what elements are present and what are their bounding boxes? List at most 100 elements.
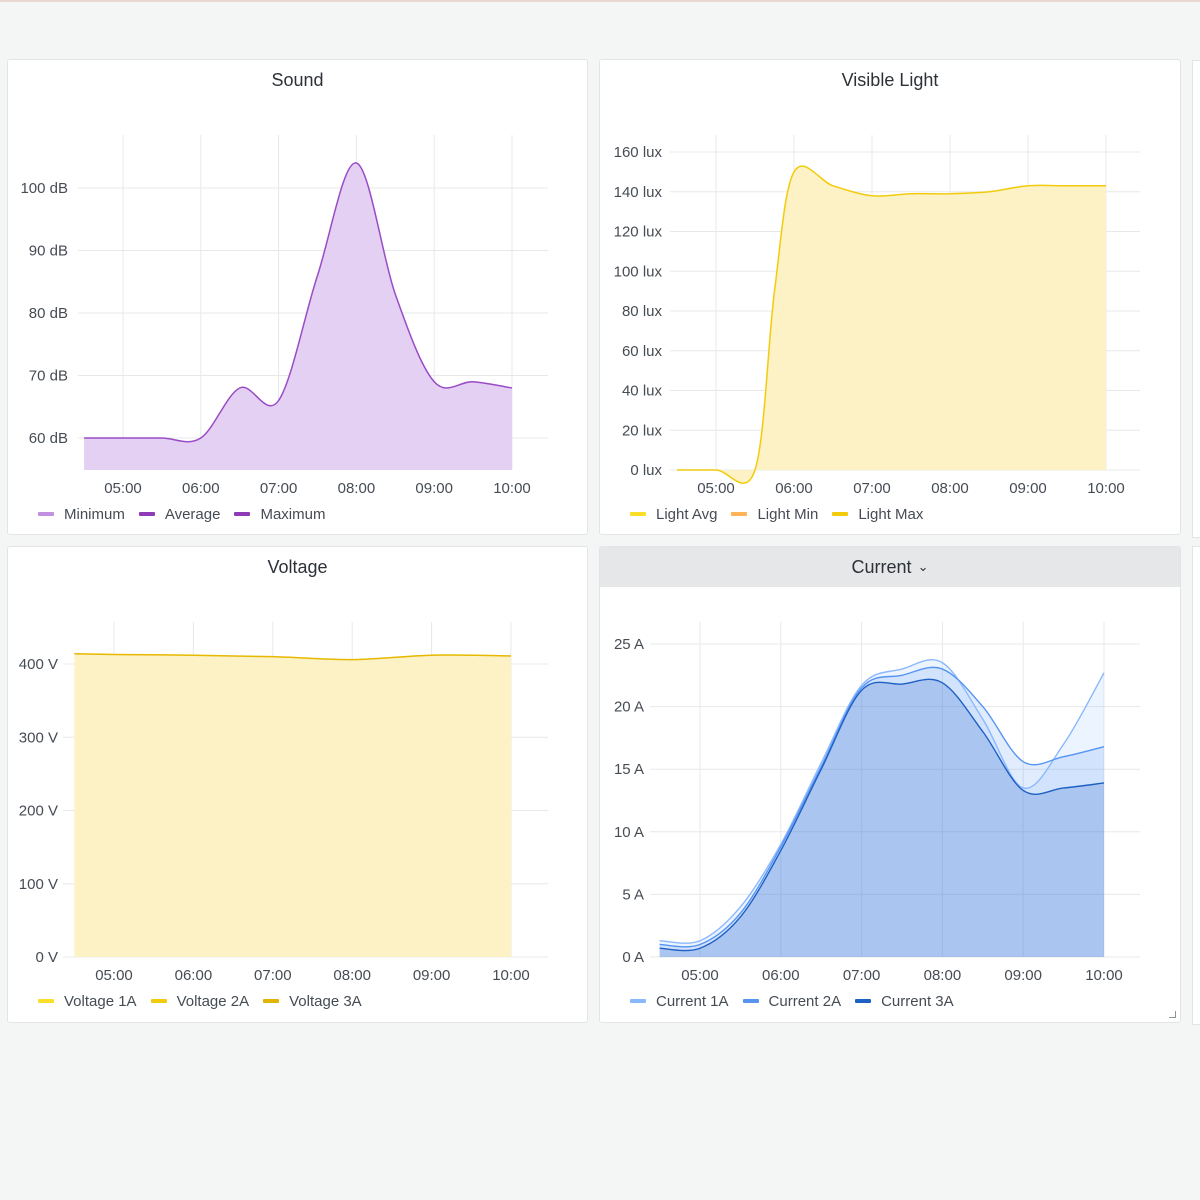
panel-title[interactable]: Sound — [271, 69, 324, 90]
series-area — [74, 653, 512, 957]
x-tick-label: 09:00 — [1009, 480, 1047, 497]
panel-header[interactable]: Sound — [8, 60, 587, 100]
series-area — [659, 659, 1104, 957]
legend-swatch — [38, 999, 54, 1003]
series-line — [659, 678, 1105, 952]
x-tick-label: 09:00 — [415, 480, 453, 497]
y-tick-label: 200 V — [19, 803, 58, 820]
series-line — [677, 165, 1106, 484]
panel-sound[interactable]: Sound 60 dB 70 dB 80 dB 90 dB 100 dB 05:00 06:… — [7, 59, 588, 535]
legend: Minimum Average Maximum — [38, 504, 339, 524]
legend: Light Avg Light Min Light Max — [630, 504, 937, 524]
x-tick-label: 05:00 — [681, 967, 719, 984]
series-line — [84, 162, 513, 443]
x-tick-label: 06:00 — [182, 480, 220, 497]
legend-label: Light Avg — [656, 505, 718, 523]
legend-swatch — [263, 999, 280, 1003]
y-tick-label: 5 A — [622, 886, 644, 903]
y-tick-label: 60 dB — [29, 430, 68, 447]
legend-item-voltage-1a[interactable]: Voltage 1A — [38, 993, 137, 1010]
x-tick-label: 07:00 — [260, 480, 298, 497]
legend-label: Light Min — [757, 505, 819, 523]
y-tick-label: 80 dB — [29, 305, 68, 322]
legend-label: Minimum — [64, 505, 125, 523]
y-tick-label: 100 lux — [614, 263, 663, 280]
legend-swatch — [138, 512, 155, 516]
x-tick-label: 05:00 — [697, 480, 735, 497]
legend-item-light-max[interactable]: Light Max — [832, 506, 923, 523]
series-line — [659, 659, 1105, 944]
panel-offscreen[interactable] — [1192, 60, 1200, 538]
legend-swatch — [832, 512, 849, 516]
x-tick-label: 08:00 — [333, 967, 371, 984]
legend-swatch — [731, 512, 748, 516]
y-tick-label: 90 dB — [29, 243, 68, 260]
legend-swatch — [38, 512, 54, 516]
legend-item-current-3a[interactable]: Current 3A — [855, 993, 954, 1010]
legend-label: Current 3A — [881, 992, 954, 1010]
resize-handle-icon[interactable] — [1169, 1011, 1176, 1018]
y-tick-label: 100 dB — [20, 180, 68, 197]
y-tick-label: 100 V — [19, 876, 58, 893]
series-line — [74, 652, 512, 661]
legend-swatch — [630, 999, 646, 1003]
x-tick-label: 08:00 — [931, 480, 969, 497]
panel-voltage[interactable]: Voltage 0 V 100 V 200 V 300 V 400 V 05:00 06:0… — [7, 546, 588, 1023]
chevron-down-icon[interactable]: ⌄ — [917, 559, 929, 574]
series-area — [659, 679, 1104, 957]
legend-item-minimum[interactable]: Minimum — [38, 506, 125, 523]
series-area — [677, 166, 1106, 484]
panel-title[interactable]: Visible Light — [841, 69, 939, 90]
x-tick-label: 08:00 — [338, 480, 376, 497]
legend-item-voltage-3a[interactable]: Voltage 3A — [263, 993, 362, 1010]
legend-label: Voltage 3A — [289, 992, 362, 1010]
y-tick-label: 0 lux — [630, 462, 662, 479]
panel-title[interactable]: Voltage — [267, 556, 328, 577]
x-tick-label: 10:00 — [493, 480, 531, 497]
legend-item-voltage-2a[interactable]: Voltage 2A — [150, 993, 249, 1010]
legend-swatch — [150, 999, 167, 1003]
y-tick-label: 160 lux — [614, 144, 663, 161]
y-tick-label: 70 dB — [29, 368, 68, 385]
legend-item-current-2a[interactable]: Current 2A — [742, 993, 841, 1010]
x-tick-label: 07:00 — [254, 967, 292, 984]
panel-title[interactable]: Current — [851, 556, 912, 577]
sound-chart: 60 dB 70 dB 80 dB 90 dB 100 dB 05:00 06:00 07:0… — [20, 135, 548, 497]
y-tick-label: 10 A — [614, 824, 644, 841]
legend-item-light-min[interactable]: Light Min — [731, 506, 818, 523]
legend-swatch — [234, 512, 251, 516]
x-tick-label: 07:00 — [853, 480, 891, 497]
y-tick-label: 400 V — [19, 656, 58, 673]
x-tick-label: 06:00 — [775, 480, 813, 497]
panel-visible-light[interactable]: Visible Light 0 lux 20 lux 40 lux 60 lux 80 … — [599, 59, 1181, 535]
top-border — [0, 0, 1200, 2]
panel-header[interactable]: Voltage — [8, 547, 587, 587]
legend-item-maximum[interactable]: Maximum — [234, 506, 325, 523]
panel-current[interactable]: Current ⌄ 0 A 5 A 10 A 15 A 20 A 25 A 05:00 06:… — [599, 546, 1181, 1023]
x-tick-label: 09:00 — [413, 967, 451, 984]
series-line — [659, 666, 1105, 948]
legend-item-current-1a[interactable]: Current 1A — [630, 993, 729, 1010]
legend: Voltage 1A Voltage 2A Voltage 3A — [38, 991, 376, 1011]
legend-label: Maximum — [260, 505, 326, 523]
y-tick-label: 0 V — [35, 949, 58, 966]
x-tick-label: 06:00 — [175, 967, 213, 984]
legend-item-average[interactable]: Average — [138, 506, 220, 523]
voltage-chart: 0 V 100 V 200 V 300 V 400 V 05:00 06:00 07:00 08… — [19, 622, 548, 984]
legend-item-light-avg[interactable]: Light Avg — [630, 506, 717, 523]
x-tick-label: 06:00 — [762, 967, 800, 984]
legend-swatch — [630, 512, 646, 516]
grid — [650, 622, 1140, 958]
panel-offscreen[interactable] — [1192, 546, 1200, 1025]
y-tick-label: 80 lux — [622, 303, 663, 320]
panel-header[interactable]: Current ⌄ — [600, 547, 1180, 587]
x-tick-label: 10:00 — [492, 967, 530, 984]
legend-swatch — [742, 999, 759, 1003]
y-tick-label: 25 A — [614, 636, 644, 653]
series-area — [84, 162, 512, 470]
y-tick-label: 120 lux — [614, 224, 663, 241]
legend-swatch — [855, 999, 872, 1003]
panel-header[interactable]: Visible Light — [600, 60, 1180, 100]
visible-light-chart: 0 lux 20 lux 40 lux 60 lux 80 lux 100 lux 120 … — [614, 135, 1140, 497]
current-chart: 0 A 5 A 10 A 15 A 20 A 25 A 05:00 06:00 07:00 08:… — [614, 622, 1140, 984]
